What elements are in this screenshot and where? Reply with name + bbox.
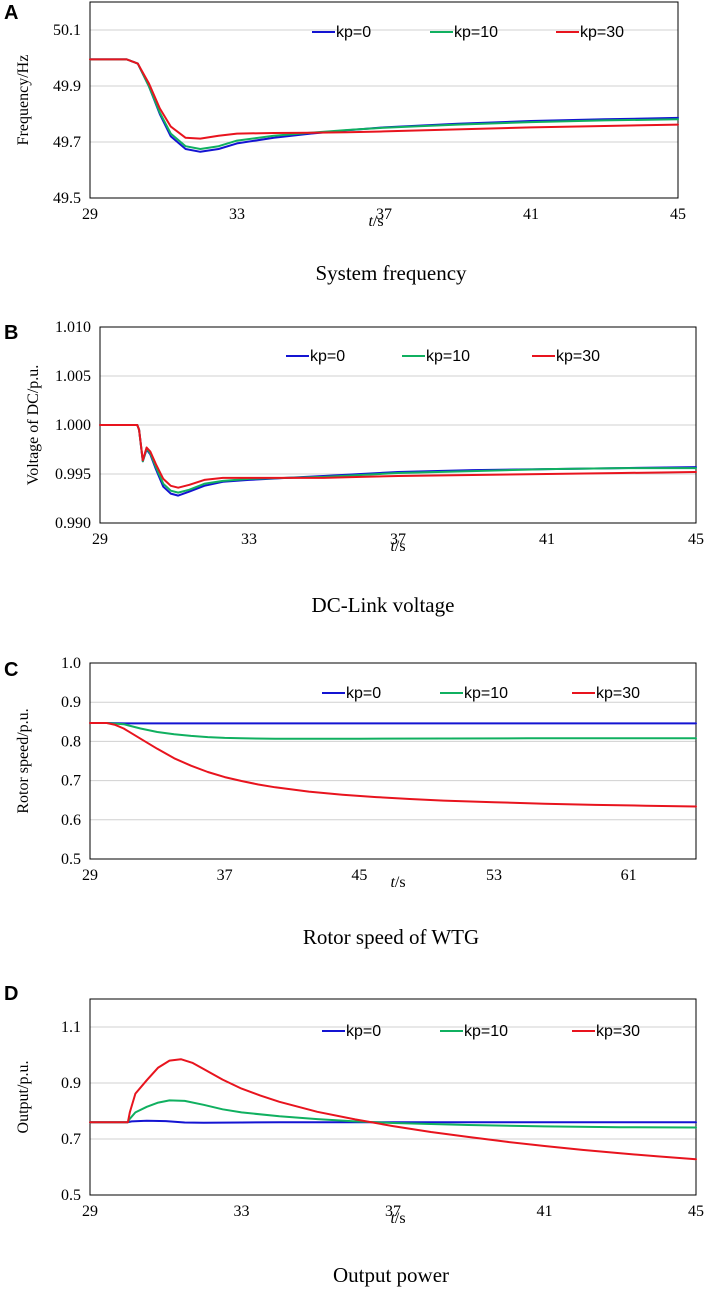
panel-letter: B — [4, 322, 18, 344]
x-tick-label: 45 — [688, 1203, 704, 1220]
legend-label: kp=30 — [596, 1023, 640, 1040]
series-line-kp-30 — [99, 424, 697, 489]
x-tick-label: 37 — [385, 1203, 401, 1220]
legend-label: kp=10 — [464, 685, 508, 702]
y-tick-label: 0.7 — [61, 773, 81, 790]
x-axis-label-unit: /s — [395, 538, 406, 555]
series-line-kp-10 — [99, 424, 697, 494]
y-tick-label: 1.000 — [55, 417, 91, 434]
chart-caption: DC-Link voltage — [312, 593, 455, 617]
y-tick-label: 1.1 — [61, 1019, 81, 1036]
y-axis-label: Output/p.u. — [15, 1061, 32, 1134]
series-line-kp-10 — [89, 1099, 697, 1129]
legend-label: kp=30 — [596, 685, 640, 702]
y-tick-label: 0.5 — [61, 851, 81, 868]
x-axis-label-unit: /s — [395, 1210, 406, 1227]
y-tick-label: 49.7 — [53, 134, 81, 151]
x-axis-label: t/s — [390, 1210, 405, 1227]
chart-panel-a: A 49.5 49.7 49.9 50.1 29 33 37 41 45 t/s Frequency/… — [4, 1, 686, 285]
panel-letter: A — [4, 2, 18, 24]
x-axis-label-italic: t — [390, 1210, 395, 1227]
x-axis-label-unit: /s — [373, 213, 384, 230]
y-tick-label: 0.5 — [61, 1187, 81, 1204]
x-axis-label: t/s — [390, 874, 405, 891]
x-axis-label-italic: t — [368, 213, 373, 230]
y-axis-label: Frequency/Hz — [15, 55, 32, 146]
x-tick-label: 45 — [670, 206, 686, 223]
x-tick-label: 37 — [376, 206, 392, 223]
x-axis-label: t/s — [390, 538, 405, 555]
x-tick-label: 41 — [537, 1203, 553, 1220]
y-tick-label: 0.6 — [61, 812, 81, 829]
x-tick-label: 53 — [486, 867, 502, 884]
x-tick-label: 61 — [621, 867, 637, 884]
legend-label: kp=0 — [336, 24, 371, 41]
chart-panel-b: B 0.990 0.995 1.000 1.005 1.010 29 33 37 41 45 t/s V… — [4, 319, 704, 617]
y-axis-label: Rotor speed/p.u. — [15, 708, 32, 813]
chart-caption: Output power — [333, 1263, 449, 1287]
x-axis-label-italic: t — [390, 538, 395, 555]
x-tick-label: 33 — [229, 206, 245, 223]
legend-label: kp=0 — [346, 685, 381, 702]
series-line-kp-30 — [89, 722, 697, 808]
x-tick-label: 29 — [92, 531, 108, 548]
plot-frame — [89, 998, 697, 1196]
x-tick-label: 41 — [523, 206, 539, 223]
x-tick-label: 45 — [688, 531, 704, 548]
x-axis-label-italic: t — [390, 874, 395, 891]
series-line-kp-0 — [89, 58, 679, 153]
series-line-kp-30 — [89, 1058, 697, 1161]
legend-label: kp=10 — [464, 1023, 508, 1040]
y-tick-label: 0.7 — [61, 1131, 81, 1148]
chart-caption: Rotor speed of WTG — [303, 925, 479, 949]
x-tick-label: 33 — [241, 531, 257, 548]
y-tick-label: 50.1 — [53, 22, 81, 39]
x-tick-label: 29 — [82, 206, 98, 223]
plot-frame — [89, 662, 697, 860]
chart-panel-d: D 0.5 0.7 0.9 1.1 29 33 37 41 45 t/s Output/p.u. kp=… — [4, 983, 704, 1287]
y-tick-label: 1.005 — [55, 368, 91, 385]
y-tick-label: 1.0 — [61, 655, 81, 672]
chart-panel-c: C 0.5 0.6 0.7 0.8 0.9 1.0 29 37 45 53 61 t/s Rotor sp… — [4, 655, 697, 949]
y-tick-label: 0.9 — [61, 1075, 81, 1092]
x-tick-label: 45 — [351, 867, 367, 884]
x-tick-label: 29 — [82, 1203, 98, 1220]
y-tick-label: 0.8 — [61, 733, 81, 750]
legend-label: kp=0 — [310, 348, 345, 365]
series-line-kp-30 — [89, 58, 679, 140]
panel-letter: D — [4, 983, 18, 1005]
y-tick-label: 1.010 — [55, 319, 91, 336]
x-tick-label: 33 — [234, 1203, 250, 1220]
series-line-kp-10 — [89, 58, 679, 150]
x-tick-label: 29 — [82, 867, 98, 884]
y-tick-label: 0.9 — [61, 694, 81, 711]
y-tick-label: 0.990 — [55, 515, 91, 532]
y-tick-label: 49.9 — [53, 78, 81, 95]
x-tick-label: 41 — [539, 531, 555, 548]
plot-frame — [89, 1, 679, 199]
legend-label: kp=10 — [454, 24, 498, 41]
x-axis-label-unit: /s — [395, 874, 406, 891]
series-line-kp-10 — [89, 722, 697, 740]
y-tick-label: 49.5 — [53, 190, 81, 207]
legend-label: kp=10 — [426, 348, 470, 365]
legend-label: kp=30 — [580, 24, 624, 41]
x-tick-label: 37 — [390, 531, 406, 548]
legend-label: kp=0 — [346, 1023, 381, 1040]
panel-letter: C — [4, 659, 18, 681]
legend-label: kp=30 — [556, 348, 600, 365]
y-axis-label: Voltage of DC/p.u. — [25, 365, 42, 486]
y-tick-label: 0.995 — [55, 466, 91, 483]
chart-caption: System frequency — [315, 261, 467, 285]
x-axis-label: t/s — [368, 213, 383, 230]
x-tick-label: 37 — [217, 867, 233, 884]
